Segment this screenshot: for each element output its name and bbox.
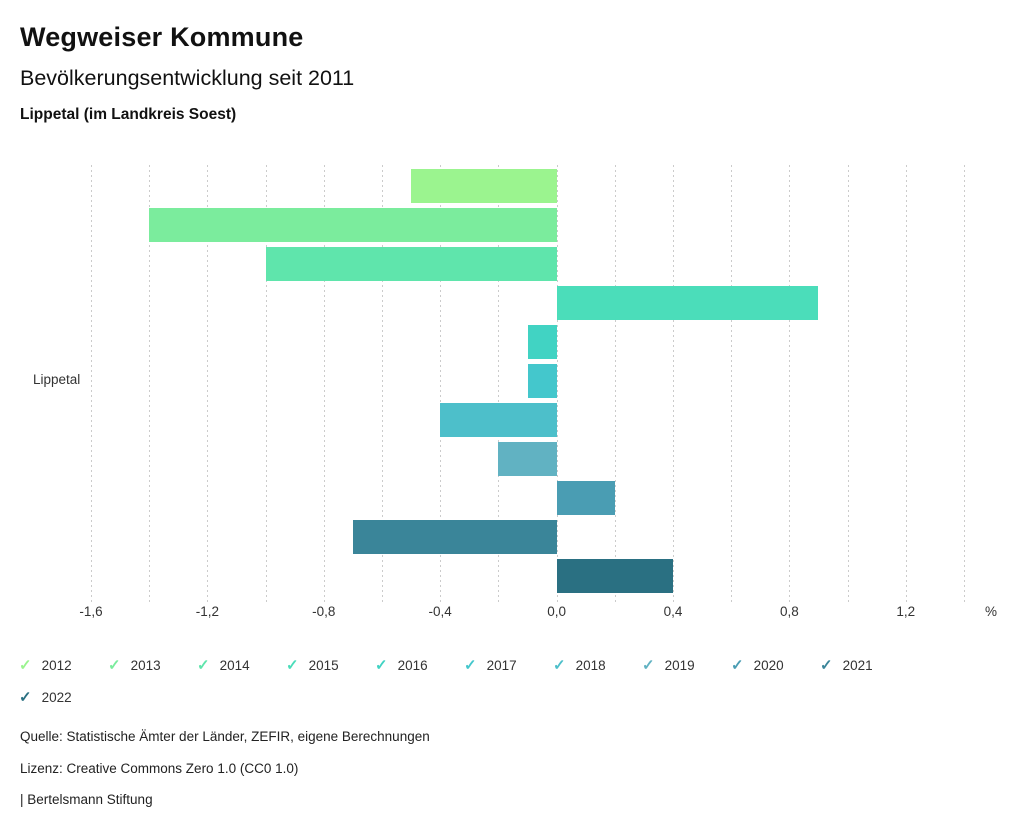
gridline <box>614 165 616 602</box>
bar-2020[interactable] <box>556 481 615 515</box>
bar-2018[interactable] <box>440 403 557 437</box>
legend-item-2022[interactable]: ✓ 2022 <box>19 690 72 705</box>
checkmark-icon: ✓ <box>642 657 655 674</box>
legend-item-2021[interactable]: ✓ 2021 <box>820 658 873 673</box>
gridline <box>964 165 965 602</box>
legend-label: 2020 <box>753 658 784 673</box>
legend-item-2018[interactable]: ✓ 2018 <box>553 658 606 673</box>
x-tick-label: 1,2 <box>896 604 916 619</box>
legend-label: 2014 <box>219 658 250 673</box>
gridline <box>789 165 791 602</box>
bar-2015[interactable] <box>556 286 819 320</box>
gridline <box>149 165 151 602</box>
legend-label: 2012 <box>41 658 72 673</box>
x-tick-label: 0,8 <box>780 604 799 619</box>
x-tick-label: 0,0 <box>547 604 566 619</box>
checkmark-icon: ✓ <box>19 657 32 674</box>
legend-item-2019[interactable]: ✓ 2019 <box>642 658 695 673</box>
legend-item-2013[interactable]: ✓ 2013 <box>108 658 161 673</box>
gridline <box>323 165 325 602</box>
legend-label: 2022 <box>41 690 72 705</box>
x-tick-label: 0,4 <box>663 604 683 619</box>
checkmark-icon: ✓ <box>553 657 566 674</box>
gridline <box>731 165 733 602</box>
gridline <box>265 165 267 602</box>
bar-2019[interactable] <box>498 442 557 476</box>
checkmark-icon: ✓ <box>19 689 32 706</box>
bar-2021[interactable] <box>352 520 557 554</box>
x-tick-label: -1,2 <box>195 604 220 619</box>
legend-label: 2013 <box>130 658 161 673</box>
gridline <box>382 165 383 602</box>
legend-label: 2015 <box>308 658 339 673</box>
bar-2016[interactable] <box>527 325 557 359</box>
brand-note: | Bertelsmann Stiftung <box>20 792 153 807</box>
license-note: Lizenz: Creative Commons Zero 1.0 (CC0 1… <box>20 761 299 776</box>
legend-item-2020[interactable]: ✓ 2020 <box>731 658 784 673</box>
legend-label: 2021 <box>842 658 873 673</box>
x-tick-label: -0,4 <box>428 604 452 619</box>
legend-item-2017[interactable]: ✓ 2017 <box>464 658 517 673</box>
x-tick-label: -1,6 <box>79 604 103 619</box>
gridline <box>556 165 558 602</box>
checkmark-icon: ✓ <box>820 657 833 674</box>
chart-title: Bevölkerungsentwicklung seit 2011 <box>20 66 355 90</box>
legend-label: 2018 <box>575 658 606 673</box>
source-note: Quelle: Statistische Ämter der Länder, Z… <box>20 729 430 744</box>
checkmark-icon: ✓ <box>197 657 210 674</box>
bar-2012[interactable] <box>411 169 557 203</box>
legend-item-2016[interactable]: ✓ 2016 <box>375 658 428 673</box>
x-tick-label: -0,8 <box>312 604 336 619</box>
bar-2013[interactable] <box>149 208 557 242</box>
legend-label: 2017 <box>486 658 517 673</box>
gridline <box>91 165 92 602</box>
x-axis-unit-label: % <box>984 604 997 619</box>
legend-label: 2016 <box>397 658 428 673</box>
gridline <box>673 165 674 602</box>
legend-item-2014[interactable]: ✓ 2014 <box>197 658 250 673</box>
y-axis-category-label: Lippetal <box>33 372 81 387</box>
legend-label: 2019 <box>664 658 695 673</box>
gridline <box>847 165 849 602</box>
gridline <box>440 165 442 602</box>
legend-item-2012[interactable]: ✓ 2012 <box>19 658 72 673</box>
gridline <box>207 165 209 602</box>
legend-item-2015[interactable]: ✓ 2015 <box>286 658 339 673</box>
checkmark-icon: ✓ <box>375 657 388 674</box>
chart-location: Lippetal (im Landkreis Soest) <box>20 106 237 123</box>
bar-2022[interactable] <box>556 559 673 593</box>
bar-2014[interactable] <box>265 247 557 281</box>
gridline <box>498 165 500 602</box>
page-title: Wegweiser Kommune <box>20 22 304 52</box>
checkmark-icon: ✓ <box>464 657 477 674</box>
gridline <box>905 165 907 602</box>
checkmark-icon: ✓ <box>286 657 299 674</box>
checkmark-icon: ✓ <box>731 657 744 674</box>
checkmark-icon: ✓ <box>108 657 121 674</box>
bar-2017[interactable] <box>527 364 557 398</box>
